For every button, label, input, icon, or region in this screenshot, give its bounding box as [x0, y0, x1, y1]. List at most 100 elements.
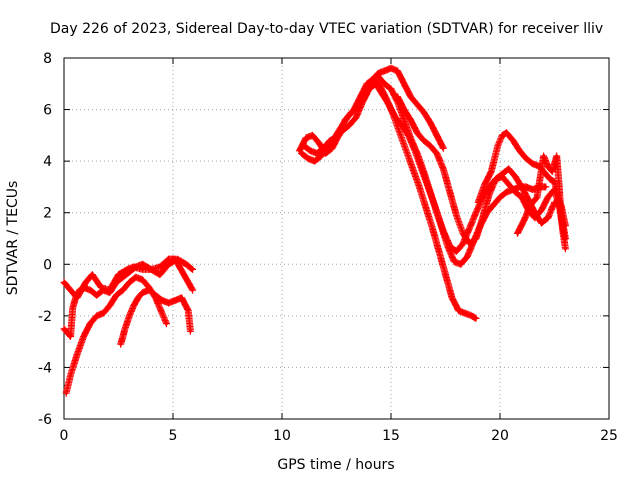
data-point [90, 273, 94, 277]
data-point [160, 298, 164, 302]
y-tick-labels: -6 -4 -2 0 2 4 6 8 [38, 51, 52, 428]
data-point [345, 115, 349, 119]
data-point [489, 170, 493, 173]
data-point [297, 149, 301, 153]
data-point [435, 151, 439, 155]
data-point [409, 136, 413, 140]
data-point [529, 203, 532, 207]
data-point [175, 257, 179, 261]
data-point [563, 247, 567, 251]
y-tick-label: 8 [43, 51, 52, 67]
y-tick-label: 4 [43, 154, 52, 170]
x-axis-label: GPS time / hours [277, 457, 394, 473]
data-point [304, 136, 308, 140]
data-point [461, 242, 465, 246]
data-point [415, 102, 419, 106]
data-point [71, 306, 75, 310]
data-point [546, 164, 550, 168]
data-point [108, 291, 112, 295]
x-tick-label: 5 [169, 428, 178, 444]
data-point [321, 146, 325, 150]
data-point [404, 149, 408, 153]
x-tick-label: 25 [600, 428, 618, 444]
data-point [191, 267, 195, 271]
data-point [335, 136, 338, 140]
data-point [561, 231, 565, 235]
data-point [127, 314, 131, 318]
data-point [542, 154, 546, 158]
data-point [306, 157, 310, 161]
data-point [441, 229, 445, 233]
data-point [513, 190, 517, 194]
data-point [134, 275, 138, 279]
data-point [165, 322, 168, 326]
data-point [409, 118, 413, 122]
data-point [454, 213, 458, 217]
data-point [409, 95, 413, 99]
data-point [180, 296, 184, 300]
data-point [492, 203, 495, 207]
data-point [396, 95, 399, 99]
chart-title: Day 226 of 2023, Sidereal Day-to-day VTE… [50, 21, 603, 37]
data-point [428, 190, 432, 194]
data-point [415, 151, 419, 155]
data-point [452, 260, 456, 264]
data-point [132, 304, 136, 307]
data-point [319, 154, 323, 158]
data-point [62, 327, 66, 331]
data-point [411, 167, 415, 171]
data-point [154, 293, 158, 297]
data-point [84, 280, 88, 284]
data-point [387, 102, 391, 106]
data-point [383, 82, 386, 86]
data-point [328, 139, 332, 142]
data-point [428, 144, 432, 148]
data-point [518, 149, 522, 153]
data-point [548, 177, 552, 181]
data-point [396, 69, 399, 73]
data-point [424, 206, 428, 210]
data-point [500, 133, 504, 137]
data-point [311, 133, 314, 137]
data-point [361, 100, 365, 104]
data-point [511, 139, 515, 142]
data-point [468, 226, 471, 230]
data-point [444, 273, 447, 277]
data-point [313, 159, 317, 163]
data-point [539, 208, 543, 212]
data-point [435, 133, 439, 137]
data-point [141, 267, 144, 271]
data-point [167, 257, 171, 261]
data-point [522, 218, 526, 222]
data-point [354, 115, 358, 119]
data-point [422, 139, 426, 142]
data-point [465, 255, 469, 258]
data-point [454, 249, 458, 253]
data-point [114, 280, 118, 284]
data-point [402, 118, 406, 122]
data-point [448, 190, 452, 194]
series-track-4 [117, 286, 194, 348]
x-tick-label: 0 [60, 428, 69, 444]
data-point [88, 288, 92, 292]
data-point [121, 275, 125, 279]
data-point [500, 175, 504, 179]
series-track-11 [513, 152, 567, 237]
data-point [389, 66, 393, 70]
data-point [546, 216, 550, 220]
data-point [533, 216, 537, 220]
data-point [82, 286, 86, 289]
data-point [544, 185, 548, 189]
data-point [398, 131, 402, 135]
data-point [507, 182, 511, 186]
data-point [457, 309, 461, 313]
data-point [380, 92, 384, 96]
data-point [134, 265, 138, 269]
data-point [402, 82, 406, 86]
axis-ticks [63, 57, 610, 420]
data-point [474, 211, 478, 215]
data-point [141, 262, 144, 266]
data-point [553, 180, 556, 184]
data-point [422, 110, 426, 114]
data-point [476, 200, 480, 204]
